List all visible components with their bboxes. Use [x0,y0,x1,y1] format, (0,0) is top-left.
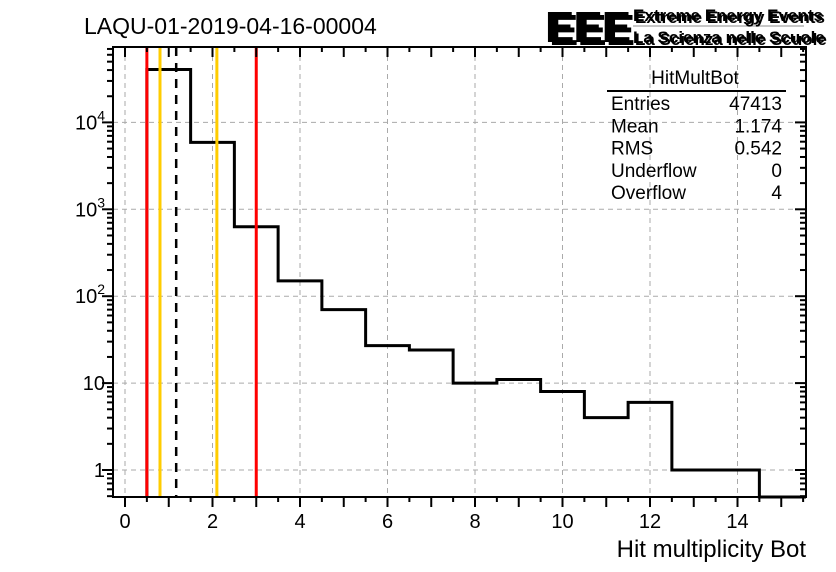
y-tick-labels: 1 10 102 103 104 [75,107,105,482]
eee-logo-acronym: EEE [545,3,630,52]
plot-title: LAQU-01-2019-04-16-00004 [84,13,377,39]
stat-label: RMS [611,139,653,160]
stats-box: HitMultBot Entries 47413 Mean 1.174 RMS 0.542… [607,68,786,204]
eee-logo-line1: Extreme Energy Events [633,6,823,25]
y-tick-label: 1 [94,460,105,482]
stats-rows: Entries 47413 Mean 1.174 RMS 0.542 Underflow 0 O… [611,94,782,204]
threshold-marker-lines [145,47,258,497]
eee-logo-line2: La Scienza nelle Scuole [633,28,825,47]
x-tick-label: 14 [726,511,748,533]
stat-value: 0.542 [734,139,782,160]
histogram-steps [145,68,806,499]
eee-logo-line2-shadow: La Scienza nelle Scuole [635,30,827,49]
plot-frame [112,46,807,498]
axis-ticks [102,47,806,507]
x-tick-label: 4 [294,511,305,533]
x-tick-labels: 0 2 4 6 8 10 12 14 [119,511,748,533]
y-tick-label: 10 [83,373,105,395]
y-tick-label: 103 [75,194,105,221]
x-tick-label: 8 [469,511,480,533]
y-tick-label: 102 [75,281,105,308]
eee-logo-shadow: EEE [549,6,634,55]
eee-logo: EEE EEE Extreme Energy Events Extreme En… [545,3,827,55]
x-tick-label: 6 [382,511,393,533]
x-tick-label: 2 [207,511,218,533]
stat-value: 47413 [729,94,782,115]
stat-label: Overflow [611,183,686,204]
stats-box-title: HitMultBot [651,68,739,89]
y-tick-label: 104 [75,107,105,134]
x-axis-label: Hit multiplicity Bot [617,536,807,563]
frame-rect [112,46,807,498]
stat-value: 0 [771,161,782,182]
x-tick-label: 12 [639,511,661,533]
stat-value: 4 [771,183,782,204]
stat-label: Underflow [611,161,697,182]
x-tick-label: 0 [119,511,130,533]
stat-value: 1.174 [734,116,782,137]
eee-logo-line1-shadow: Extreme Energy Events [635,8,825,27]
stat-label: Mean [611,116,659,137]
histogram-outline [145,68,806,499]
stat-label: Entries [611,94,670,115]
x-tick-label: 10 [551,511,573,533]
